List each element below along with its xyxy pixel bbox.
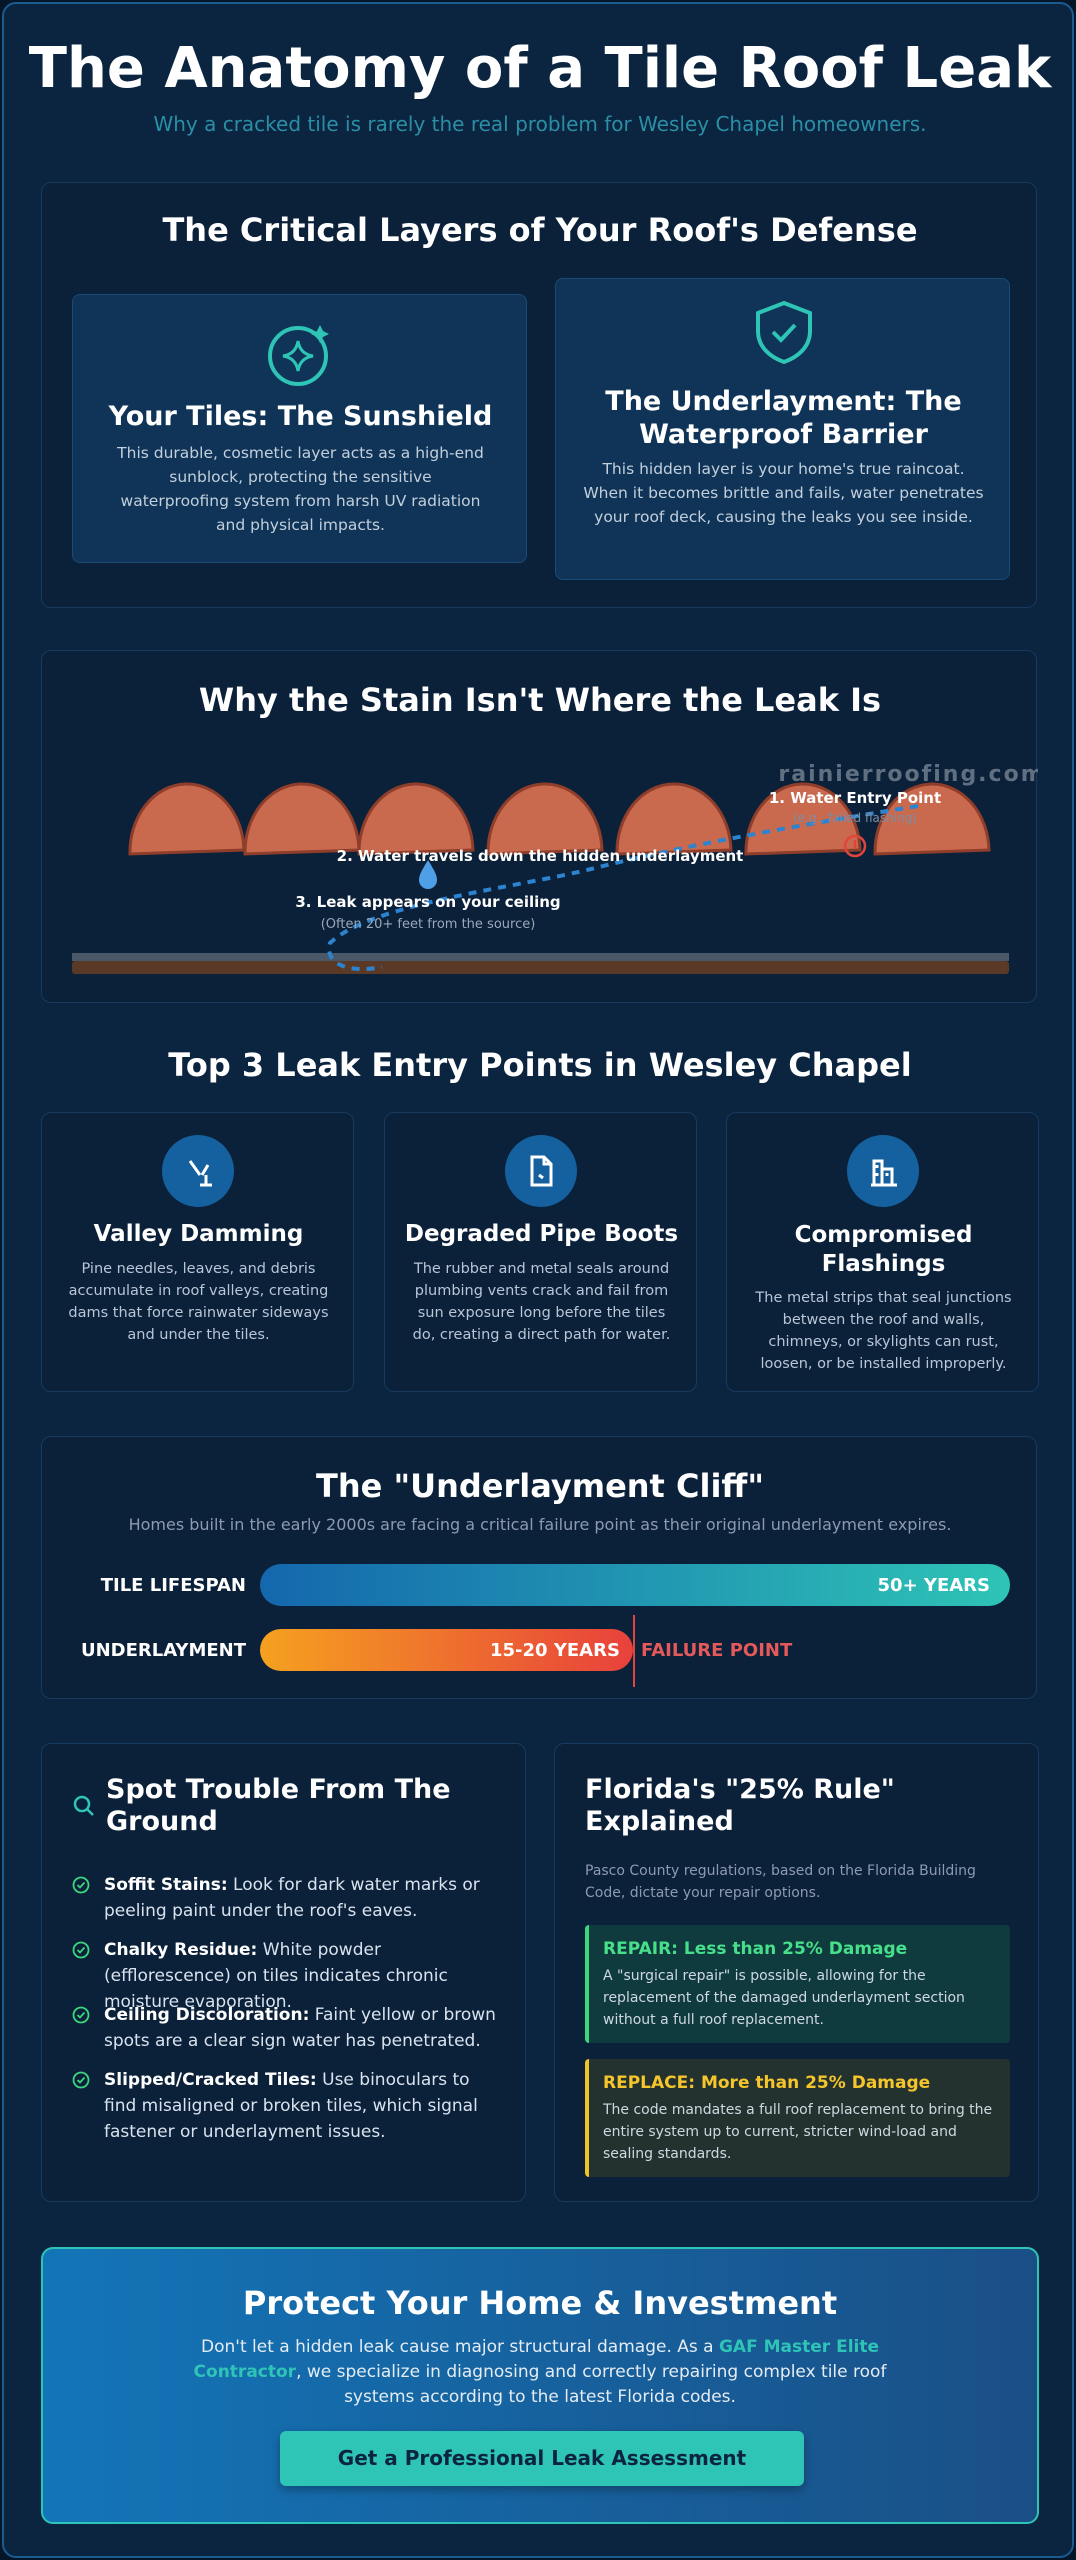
card-text: The rubber and metal seals around plumbi… [412,1261,671,1343]
card-text: The metal strips that seal junctions bet… [755,1290,1012,1372]
option-text: A "surgical repair" is possible, allowin… [603,1968,965,2028]
cta-heading: Protect Your Home & Investment [242,2284,838,2322]
diagram-label: 1. Water Entry Point [769,789,941,807]
trouble-section: Spot Trouble From The Ground Soffit Stai… [41,1743,526,2202]
shield-icon [756,300,812,365]
underlayment-bar: 15-20 YEARS [260,1629,633,1671]
cta-button[interactable]: Get a Professional Leak Assessment [280,2431,804,2486]
row-label: UNDERLAYMENT [80,1640,246,1661]
failure-line [633,1615,635,1687]
trouble-item: Ceiling Discoloration: Faint yellow or b… [104,2002,504,2054]
section-heading: Top 3 Leak Entry Points in Wesley Chapel [168,1046,912,1084]
card-title: Valley Damming [93,1221,304,1247]
cta-section: Protect Your Home & Investment Don't let… [41,2247,1039,2524]
cliff-section: The "Underlayment Cliff" Homes built in … [41,1436,1037,1699]
entry-card: Valley Damming Pine needles, leaves, and… [41,1112,354,1392]
cta-text: Don't let a hidden leak cause major stru… [173,2335,907,2410]
bar-value: 50+ YEARS [877,1575,990,1596]
item-text: Faint yellow or brown spots are a clear … [104,2005,496,2051]
item-term: Soffit Stains: [104,1875,228,1895]
card-title: Degraded Pipe Boots [404,1221,679,1247]
flashing-icon [847,1135,919,1207]
entry-marker [843,834,867,858]
stain-section: Why the Stain Isn't Where the Leak Is ra… [41,650,1038,1003]
check-icon [72,1876,90,1894]
title: The Anatomy of a Tile Roof Leak [28,36,1052,101]
replace-option: REPLACE: More than 25% Damage The code m… [585,2059,1010,2177]
tile-bar: 50+ YEARS [260,1564,1010,1606]
item-term: Slipped/Cracked Tiles: [104,2070,317,2090]
card-text: This hidden layer is your home's true ra… [583,460,984,526]
item-text: Look for dark water marks or peeling pai… [104,1875,480,1921]
card-text: Pine needles, leaves, and debris accumul… [68,1261,329,1343]
failure-label: FAILURE POINT [641,1640,793,1661]
option-title: REPAIR: Less than 25% Damage [603,1939,908,1959]
diagram-label: 2. Water travels down the hidden underla… [337,847,744,865]
check-icon [72,2071,90,2089]
trouble-item: Chalky Residue: White powder (effloresce… [104,1937,504,2015]
layers-section: The Critical Layers of Your Roof's Defen… [41,182,1037,608]
sparkle-icon [268,325,329,386]
bar-value: 15-20 YEARS [490,1640,620,1661]
section-heading: The "Underlayment Cliff" [316,1467,764,1505]
search-icon [73,1795,94,1816]
check-icon [72,1941,90,1959]
item-text: Use binoculars to find misaligned or bro… [104,2070,478,2142]
trouble-item: Slipped/Cracked Tiles: Use binoculars to… [104,2067,504,2145]
item-term: Chalky Residue: [104,1940,258,1960]
section-heading: Spot Trouble From The Ground [106,1774,451,1837]
pipe-icon [505,1135,577,1207]
layer-card: The Underlayment: The Waterproof Barrier… [555,278,1010,580]
diagram-label: 3. Leak appears on your ceiling [295,893,560,911]
option-title: REPLACE: More than 25% Damage [603,2073,931,2093]
card-title: Your Tiles: The Sunshield [108,401,493,432]
cta-text-part: Don't let a hidden leak cause major stru… [201,2337,714,2357]
row-label: TILE LIFESPAN [100,1575,246,1596]
droplet [419,860,437,889]
section-subtitle: Homes built in the early 2000s are facin… [128,1515,952,1534]
section-heading: Why the Stain Isn't Where the Leak Is [198,681,882,719]
watermark: rainierroofing.com [778,762,1038,787]
card-title: The Underlayment: The Waterproof Barrier [605,386,962,450]
card-text: This durable, cosmetic layer acts as a h… [117,444,484,534]
diagram-note: (Often 20+ feet from the source) [321,917,536,932]
roof-tiles [128,782,991,856]
water-path [327,804,919,972]
section-heading: The Critical Layers of Your Roof's Defen… [162,211,918,249]
leak-diagram: rainierroofing.com 1. Water Entry Point … [72,762,1038,974]
rule-intro: Pasco County regulations, based on the F… [585,1863,976,1901]
entry-card: Degraded Pipe Boots The rubber and metal… [384,1112,697,1392]
entry-card: Compromised Flashings The metal strips t… [726,1112,1039,1392]
check-icon [72,2006,90,2024]
valley-icon [162,1135,234,1207]
subtitle: Why a cracked tile is rarely the real pr… [153,112,927,136]
cta-highlight: GAF Master Elite Contractor [193,2337,879,2382]
repair-option: REPAIR: Less than 25% Damage A "surgical… [585,1925,1010,2043]
option-text: The code mandates a full roof replacemen… [603,2102,993,2162]
item-text: White powder (efflorescence) on tiles in… [104,1940,448,2012]
item-term: Ceiling Discoloration: [104,2005,310,2025]
card-title: Compromised Flashings [794,1222,973,1277]
ground [72,961,1009,974]
section-heading: Florida's "25% Rule" Explained [585,1774,895,1837]
diagram-note: (e.g., failed flashing) [793,811,917,825]
deck [72,953,1009,961]
trouble-item: Soffit Stains: Look for dark water marks… [104,1872,504,1924]
layer-card: Your Tiles: The Sunshield This durable, … [72,294,527,563]
rule-section: Florida's "25% Rule" Explained Pasco Cou… [554,1743,1039,2202]
cta-text-part: , we specialize in diagnosing and correc… [296,2362,887,2407]
